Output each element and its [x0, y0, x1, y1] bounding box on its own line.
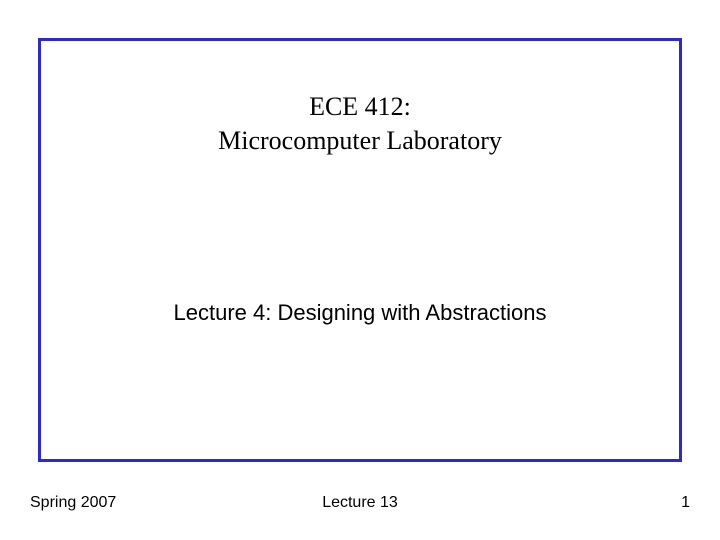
- course-title: ECE 412: Microcomputer Laboratory: [0, 90, 720, 158]
- course-code: ECE 412:: [309, 92, 411, 121]
- course-name: Microcomputer Laboratory: [218, 126, 502, 155]
- footer-center: Lecture 13: [0, 494, 720, 512]
- footer-right: 1: [681, 494, 690, 512]
- lecture-title: Lecture 4: Designing with Abstractions: [0, 300, 720, 326]
